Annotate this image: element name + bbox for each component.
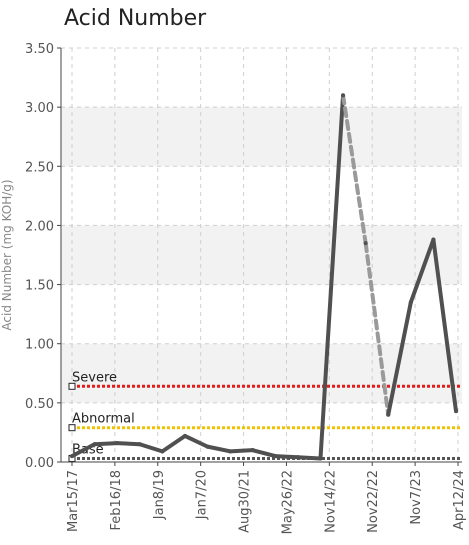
x-tick-label: Nov22/22 [366, 470, 381, 533]
data-point [454, 409, 458, 414]
series-segment [182, 433, 210, 449]
data-point [228, 449, 233, 454]
x-tick-label: Apr12/24 [452, 470, 467, 530]
threshold-severe-marker [68, 382, 76, 390]
series-segment [318, 93, 346, 461]
threshold-abnormal-label: Abnormal [72, 412, 135, 427]
y-tick-label: 0.50 [25, 397, 54, 412]
y-tick-labels: 0.00 0.50 1.00 1.50 2.00 2.50 3.00 3.50 [25, 42, 61, 471]
plot-band [61, 107, 462, 167]
x-tick-label: Nov7/23 [409, 470, 424, 525]
data-point [205, 444, 210, 449]
data-point [70, 454, 74, 459]
series-segment [363, 241, 391, 417]
series-segment [386, 300, 413, 417]
plot-band [61, 225, 462, 285]
data-point [137, 442, 142, 447]
data-point [318, 456, 323, 461]
data-point [363, 241, 368, 246]
data-point [273, 454, 278, 459]
data-point [182, 433, 187, 438]
y-tick-label: 3.50 [25, 42, 54, 57]
grid-lines [61, 47, 462, 463]
x-tick-label: Aug30/21 [238, 470, 253, 533]
series-segment [115, 441, 142, 447]
data-point [92, 442, 97, 447]
y-axis-label: Acid Number (mg KOH/g) [0, 179, 14, 330]
x-tick-labels: Mar15/17 Feb16/18 Jan8/19 Jan7/20 Aug30/21 Ma… [66, 462, 467, 534]
series-segment [92, 441, 120, 447]
axes [60, 48, 462, 463]
series-segment [295, 455, 323, 461]
y-tick-label: 2.00 [25, 219, 54, 234]
threshold-abnormal-marker [68, 424, 76, 432]
y-tick-label: 0.00 [25, 456, 54, 471]
data-point [250, 448, 255, 453]
data-point [431, 237, 436, 242]
series-segment [408, 237, 436, 305]
x-tick-label: Jan7/20 [195, 470, 210, 520]
y-tick-label: 1.00 [25, 338, 54, 353]
series-segment [160, 433, 187, 454]
series-segment [205, 444, 233, 454]
y-tick-label: 2.50 [25, 160, 54, 175]
series-segment [273, 454, 300, 460]
series-segment [431, 237, 458, 414]
series-segment [70, 442, 97, 459]
series-segment [250, 448, 278, 459]
data-point [115, 441, 120, 446]
threshold-severe-label: Severe [72, 370, 117, 385]
data-point [295, 455, 300, 460]
chart-title: Acid Number [64, 6, 207, 31]
data-point [408, 300, 413, 305]
series-segment [341, 93, 368, 246]
y-tick-label: 1.50 [25, 279, 54, 294]
plot-bands [61, 107, 462, 403]
x-tick-label: May26/22 [280, 470, 295, 534]
x-tick-label: Feb16/18 [109, 470, 124, 530]
data-point [386, 412, 391, 417]
series-segment [228, 448, 255, 454]
data-point [341, 93, 346, 98]
series-segment [137, 442, 165, 454]
x-tick-label: Nov14/22 [323, 470, 338, 533]
x-tick-label: Mar15/17 [66, 470, 81, 532]
series-group [70, 93, 458, 461]
data-point [160, 449, 165, 454]
x-tick-label: Jan8/19 [152, 470, 167, 520]
y-tick-label: 3.00 [25, 101, 54, 116]
